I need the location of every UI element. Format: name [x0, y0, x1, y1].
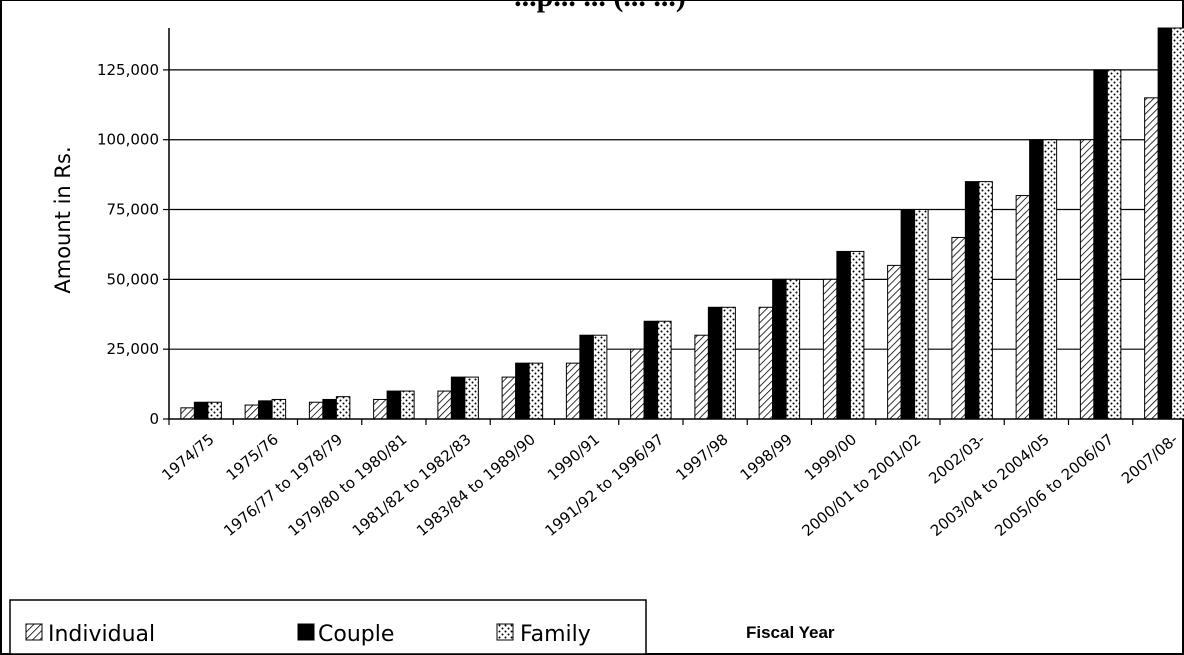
bar-couple [515, 362, 530, 420]
bar-couple [707, 306, 723, 420]
bar-family [400, 390, 415, 420]
y-tick-label: 0 [149, 410, 159, 428]
bar-couple [322, 398, 337, 420]
bar-individual [1015, 195, 1031, 420]
bar-couple [450, 376, 466, 420]
bar-family [657, 320, 672, 420]
x-tick-label: 1976/77 to 1978/79 [220, 430, 346, 540]
x-tick-label: 1999/00 [801, 430, 860, 484]
y-tick-label: 25,000 [107, 340, 160, 358]
bar-individual [951, 236, 966, 420]
x-tick-label: 1990/91 [544, 430, 603, 484]
x-tick-label: 1975/76 [223, 430, 282, 484]
y-axis-label: Amount in Rs. [51, 146, 75, 293]
bar-couple [836, 250, 851, 420]
bar-family [849, 250, 865, 420]
bar-family [1106, 69, 1122, 420]
bar-couple [1157, 27, 1173, 420]
bar-individual [501, 376, 517, 420]
bar-individual [1144, 97, 1159, 420]
x-tick-label: 1997/98 [672, 430, 731, 484]
x-tick-label: 1983/84 to 1989/90 [413, 430, 539, 540]
legend-swatch-family [496, 623, 514, 641]
x-tick-label: 2000/01 to 2001/02 [799, 430, 925, 540]
y-tick-label: 125,000 [97, 61, 159, 79]
legend: Individual Couple Family [9, 599, 647, 655]
legend-swatch-individual [25, 623, 43, 641]
bar-couple [193, 401, 209, 420]
bar-individual [1079, 139, 1095, 420]
bar-individual [437, 390, 452, 420]
gridlines [163, 69, 1184, 420]
legend-label-couple: Couple [318, 622, 394, 647]
bar-individual [887, 264, 902, 420]
y-tick-label: 75,000 [107, 201, 160, 219]
x-tick-label: 2002/03- [925, 430, 988, 487]
bar-couple [964, 181, 980, 420]
legend-swatch-couple [297, 623, 315, 641]
bar-family [721, 306, 736, 420]
bar-individual [822, 278, 838, 420]
bar-individual [308, 401, 324, 420]
bar-family [914, 209, 929, 420]
x-tick-label: 1981/82 to 1982/83 [349, 430, 475, 540]
bar-individual [630, 348, 645, 420]
bar-family [335, 396, 351, 420]
bar-individual [758, 306, 774, 420]
y-tick-label: 100,000 [97, 131, 159, 149]
bar-individual [244, 404, 260, 420]
bar-family [1171, 27, 1184, 420]
legend-label-individual: Individual [48, 622, 155, 647]
bar-family [592, 334, 608, 420]
bar-couple [579, 334, 594, 420]
bar-family [528, 362, 544, 420]
y-tick-labels: 0 25,000 50,000 75,000 100,000 125,000 [97, 61, 159, 428]
x-tick-label: 2003/04 to 2004/05 [927, 430, 1053, 540]
x-tick-label: 1974/75 [158, 430, 217, 484]
bar-family [978, 181, 993, 420]
x-axis-label: Fiscal Year [746, 623, 835, 642]
legend-label-family: Family [520, 622, 591, 647]
axes [168, 28, 1184, 425]
bar-couple [386, 390, 402, 420]
x-tick-label: 1998/99 [737, 430, 796, 484]
bar-individual [694, 334, 709, 420]
x-tick-label: 1979/80 to 1980/81 [285, 430, 411, 540]
x-tick-label: 2005/06 to 2006/07 [991, 430, 1117, 540]
x-tick-label: 1991/92 to 1996/97 [542, 430, 668, 540]
bar-couple [1029, 139, 1044, 420]
bar-couple [900, 209, 916, 420]
bars [180, 27, 1184, 420]
y-tick-label: 50,000 [107, 270, 160, 288]
bar-couple [643, 320, 659, 420]
bar-family [1042, 139, 1058, 420]
bar-family [464, 376, 479, 420]
bar-family [785, 278, 801, 420]
bar-individual [565, 362, 581, 420]
x-tick-label: 2007/08- [1118, 430, 1181, 487]
bar-couple [1093, 69, 1108, 420]
bar-individual [373, 398, 388, 420]
bar-family [271, 398, 287, 420]
bar-couple [258, 400, 273, 420]
chart-title: ...p... ... (... ...) [514, 0, 686, 13]
bar-couple [772, 278, 787, 420]
legend-box [9, 599, 647, 655]
bar-individual [180, 407, 195, 420]
bar-family [207, 401, 222, 420]
